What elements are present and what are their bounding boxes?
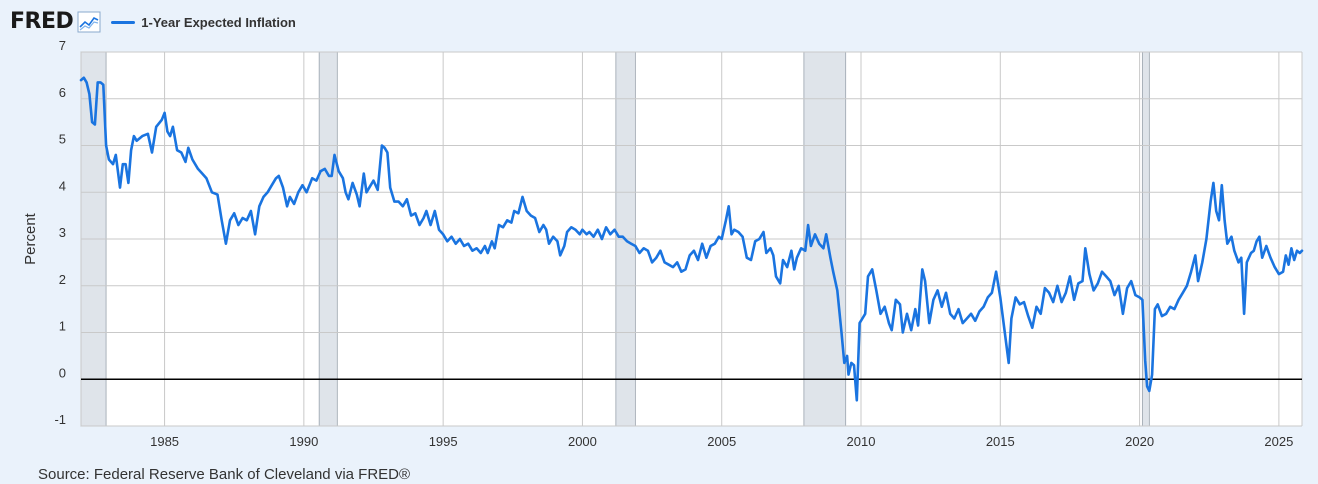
y-tick-label: 6	[59, 85, 66, 100]
y-tick-label: 7	[59, 38, 66, 53]
legend: 1-Year Expected Inflation	[111, 15, 296, 30]
y-tick-label: 4	[59, 178, 66, 193]
y-axis-label: Percent	[22, 212, 39, 265]
y-tick-label: 5	[59, 132, 66, 147]
gridlines	[80, 51, 1303, 427]
y-axis-ticks: -1 0 1 2 3 4 5 6 7	[54, 38, 66, 427]
chart-header: FRED 1-Year Expected Inflation	[10, 8, 296, 36]
x-tick-label: 1985	[150, 434, 179, 449]
trend-line-icon	[77, 11, 101, 33]
x-tick-label: 2020	[1125, 434, 1154, 449]
y-tick-label: -1	[54, 412, 66, 427]
x-tick-label: 1995	[429, 434, 458, 449]
series-line	[79, 76, 1304, 402]
fred-logo[interactable]: FRED	[10, 9, 74, 34]
source-note: Source: Federal Reserve Bank of Clevelan…	[38, 466, 411, 483]
x-tick-label: 2010	[847, 434, 876, 449]
x-axis-ticks: 1985 1990 1995 2000 2005 2010 2015 2020 2025	[150, 434, 1293, 449]
legend-swatch	[111, 20, 136, 24]
y-tick-label: 3	[59, 225, 66, 240]
x-tick-label: 2005	[707, 434, 736, 449]
y-tick-label: 1	[59, 319, 66, 334]
legend-label: 1-Year Expected Inflation	[141, 14, 296, 30]
x-tick-label: 1990	[289, 434, 318, 449]
y-tick-label: 0	[59, 365, 66, 380]
x-tick-label: 2025	[1264, 434, 1293, 449]
x-tick-label: 2015	[986, 434, 1015, 449]
y-tick-label: 2	[59, 272, 66, 287]
x-tick-label: 2000	[568, 434, 597, 449]
